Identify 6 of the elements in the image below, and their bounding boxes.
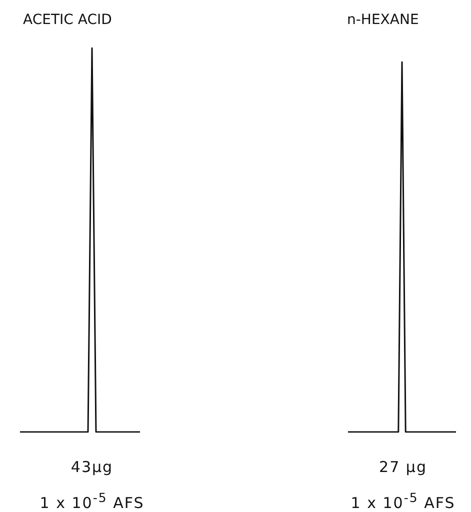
chart-title: n-HEXANE [347,12,419,28]
text: 1 x 10$^{-5}$ AFS [40,490,144,512]
chart-title: ACETIC ACID [23,12,112,28]
text: 1 x 10$^{-5}$ AFS [350,490,456,512]
text: 43μg [70,458,114,476]
text: 27 μg [379,458,427,476]
